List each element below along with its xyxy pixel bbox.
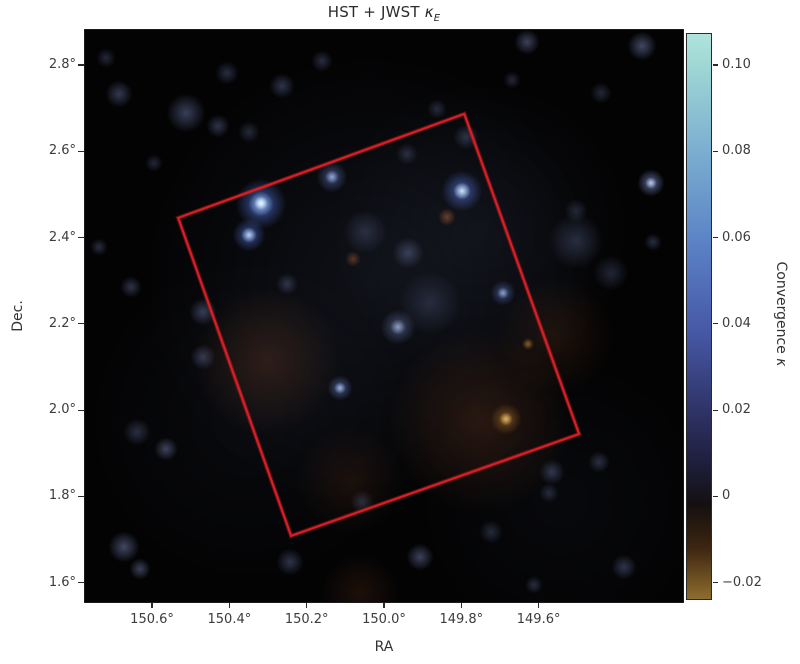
colorbar-tick-label: 0.10 bbox=[722, 56, 751, 72]
x-tick-label: 150.2° bbox=[284, 612, 329, 627]
y-tick-label: 2.6° bbox=[48, 143, 76, 159]
colorbar-tick-mark bbox=[713, 582, 718, 584]
colorbar-label-text: Convergence bbox=[773, 261, 789, 359]
y-tick-label: 1.8° bbox=[48, 488, 76, 504]
convergence-map bbox=[84, 29, 684, 603]
colorbar-tick-mark bbox=[713, 495, 718, 498]
colorbar-tick-label: 0.08 bbox=[722, 143, 751, 159]
colorbar-kappa-symbol: κ bbox=[773, 358, 789, 367]
colorbar-tick-mark bbox=[713, 236, 718, 239]
y-tick-label: 1.6° bbox=[48, 574, 76, 590]
x-tick-label: 149.6° bbox=[516, 612, 561, 627]
colorbar-tick-label: 0.02 bbox=[722, 402, 751, 418]
y-tick-mark bbox=[78, 323, 84, 325]
y-tick-label: 2.8° bbox=[48, 56, 76, 72]
y-tick-mark bbox=[78, 582, 84, 584]
x-tick-label: 150.0° bbox=[362, 612, 406, 627]
x-tick-mark bbox=[383, 603, 385, 608]
colorbar-tick-mark bbox=[713, 150, 718, 152]
x-tick-label: 150.4° bbox=[207, 612, 252, 627]
colorbar bbox=[686, 33, 712, 600]
colorbar-tick-mark bbox=[713, 64, 718, 66]
x-tick-mark bbox=[306, 603, 308, 608]
y-tick-mark bbox=[78, 236, 84, 239]
y-tick-label: 2.4° bbox=[48, 229, 76, 245]
plot-title: HST + JWST κE bbox=[84, 3, 684, 24]
survey-footprint-outline bbox=[175, 111, 582, 539]
colorbar-label: Convergence κ bbox=[773, 261, 789, 366]
y-tick-label: 2.2° bbox=[48, 315, 76, 331]
x-tick-label: 149.8° bbox=[439, 612, 484, 627]
colorbar-tick-mark bbox=[713, 409, 718, 411]
colorbar-tick-label: 0 bbox=[722, 488, 731, 504]
x-axis-label: RA bbox=[374, 639, 394, 655]
x-tick-mark bbox=[151, 603, 153, 608]
plot-title-text: HST + JWST bbox=[327, 3, 425, 21]
x-tick-mark bbox=[538, 603, 540, 608]
colorbar-tick-label: −0.02 bbox=[722, 574, 762, 590]
colorbar-tick-label: 0.04 bbox=[722, 315, 751, 331]
x-tick-label: 150.6° bbox=[130, 612, 174, 627]
x-tick-mark bbox=[228, 603, 230, 608]
y-tick-mark bbox=[78, 495, 84, 498]
plot-title-subscript: E bbox=[433, 13, 441, 24]
y-tick-label: 2.0° bbox=[48, 402, 76, 418]
y-tick-mark bbox=[78, 150, 84, 152]
colorbar-tick-label: 0.06 bbox=[722, 229, 751, 245]
x-tick-mark bbox=[460, 603, 462, 608]
y-tick-mark bbox=[78, 64, 84, 66]
colorbar-tick-mark bbox=[713, 323, 718, 325]
y-tick-mark bbox=[78, 409, 84, 411]
kappa-symbol: κ bbox=[424, 3, 434, 21]
